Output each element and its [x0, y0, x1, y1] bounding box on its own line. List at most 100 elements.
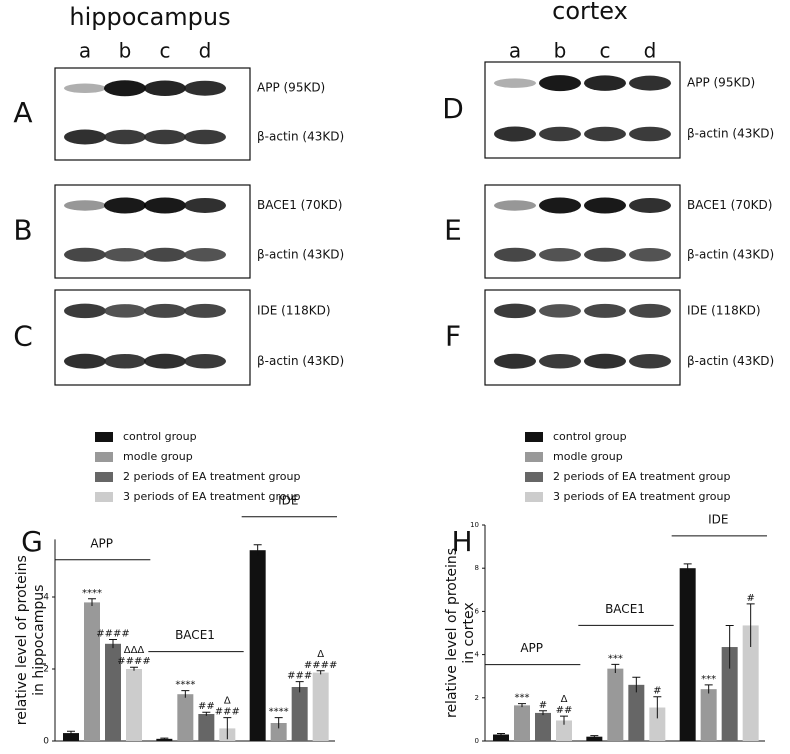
bar	[270, 723, 287, 741]
target-label: IDE (118KD)	[687, 303, 761, 317]
x-tick-label: APP	[520, 641, 543, 655]
band	[144, 247, 186, 262]
legend-swatch	[95, 472, 113, 482]
bar	[607, 668, 624, 741]
band	[104, 304, 146, 318]
lane-label: b	[119, 39, 132, 63]
significance: ΔΔΔ	[124, 645, 145, 656]
y-axis-label: in cortex	[461, 602, 477, 663]
bar	[586, 736, 603, 741]
bar	[679, 568, 696, 741]
target-label: APP (95KD)	[257, 81, 325, 95]
significance: ##	[198, 701, 215, 712]
blot-title: cortex	[552, 0, 628, 25]
error-bar	[725, 624, 734, 669]
bar	[312, 672, 329, 741]
significance: Δ	[561, 694, 568, 705]
bar	[514, 705, 530, 741]
band	[539, 197, 581, 214]
panel-letter: E	[444, 214, 462, 247]
bar	[156, 738, 173, 741]
bar	[628, 684, 645, 741]
legend-label: modle group	[553, 450, 623, 463]
band	[629, 197, 671, 213]
error-bar	[253, 544, 262, 556]
band	[584, 197, 626, 214]
band	[104, 354, 146, 369]
band	[64, 303, 106, 319]
legend-swatch	[525, 432, 543, 442]
error-bar	[632, 676, 641, 693]
band	[629, 126, 671, 142]
band	[584, 247, 626, 262]
band	[629, 303, 671, 318]
band	[539, 248, 581, 262]
significance: ****	[175, 680, 195, 691]
legend-swatch	[95, 452, 113, 462]
target-label: BACE1 (70KD)	[257, 198, 342, 212]
x-tick-label: BACE1	[605, 602, 645, 616]
band	[584, 75, 626, 91]
significance: ###	[287, 671, 312, 682]
error-bar	[130, 666, 138, 671]
band	[144, 197, 186, 214]
legend-label: 3 periods of EA treatment group	[123, 490, 300, 503]
error-bar	[67, 730, 75, 735]
band	[184, 129, 226, 145]
band	[64, 83, 106, 93]
band	[494, 78, 536, 88]
band	[494, 126, 536, 142]
band	[64, 129, 106, 145]
significance: ***	[608, 653, 623, 664]
control-label: β-actin (43KD)	[257, 354, 344, 368]
bar	[105, 643, 121, 741]
bar	[535, 712, 551, 741]
legend-swatch	[525, 492, 543, 502]
control-label: β-actin (43KD)	[687, 127, 774, 141]
band	[104, 248, 146, 262]
band	[584, 303, 626, 318]
legend-label: control group	[123, 430, 197, 443]
error-bar	[590, 735, 599, 738]
band	[584, 126, 626, 142]
blot	[54, 67, 251, 161]
significance: ***	[515, 693, 530, 704]
band	[144, 353, 186, 369]
legend-swatch	[525, 472, 543, 482]
y-axis-label: relative level of proteins	[444, 548, 460, 718]
band	[104, 129, 146, 145]
legend-label: 2 periods of EA treatment group	[123, 470, 300, 483]
y-tick-label: 0	[475, 737, 479, 745]
bar	[198, 714, 215, 741]
lane-label: a	[79, 39, 91, 63]
significance: Δ	[317, 649, 324, 660]
x-tick-label: IDE	[278, 493, 298, 507]
target-label: IDE (118KD)	[257, 303, 331, 317]
error-bar	[295, 681, 304, 693]
control-label: β-actin (43KD)	[257, 130, 344, 144]
x-tick-label: IDE	[708, 512, 728, 526]
error-bar	[560, 715, 568, 725]
y-axis-label: in hippocampus	[31, 585, 47, 696]
band	[64, 247, 106, 262]
band	[184, 303, 226, 318]
legend-swatch	[525, 452, 543, 462]
error-bar	[274, 717, 283, 729]
panel-letter: D	[442, 92, 464, 125]
panel-letter: H	[451, 525, 472, 558]
error-bar	[704, 684, 713, 694]
bar	[84, 602, 100, 741]
error-bar	[611, 663, 620, 673]
y-tick-label: 8	[475, 564, 479, 572]
legend-swatch	[95, 492, 113, 502]
legend-label: modle group	[123, 450, 193, 463]
band	[64, 200, 106, 211]
lane-label: c	[160, 39, 171, 63]
y-tick-label: 6	[475, 607, 480, 615]
panel-letter: G	[21, 525, 43, 558]
y-tick-label: 0	[43, 737, 49, 747]
band	[144, 80, 186, 96]
band	[629, 354, 671, 369]
control-label: β-actin (43KD)	[687, 247, 774, 261]
